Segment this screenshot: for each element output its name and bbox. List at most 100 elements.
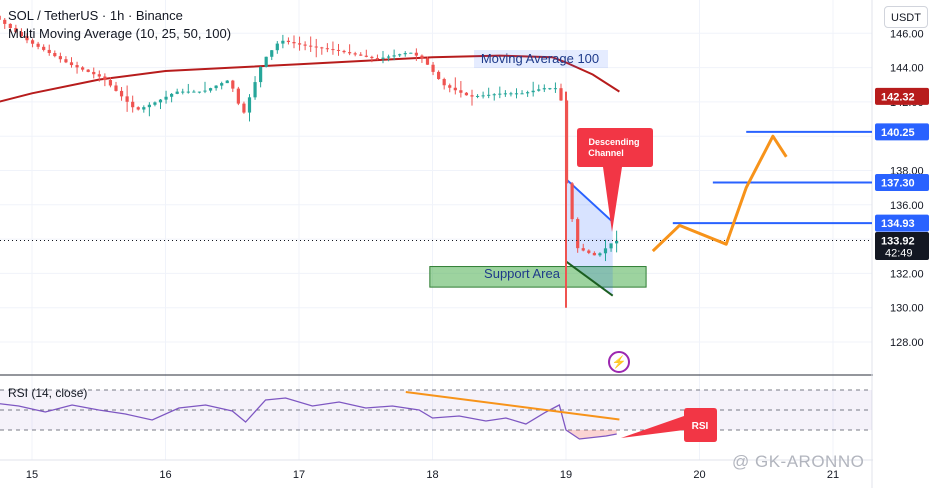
candle-body [64,59,68,63]
candle-body [153,102,157,105]
candle-body [203,90,207,92]
candle-body [509,93,513,95]
candle-body [364,55,368,57]
candle-body [114,85,118,91]
candle-body [603,248,608,254]
channel-callout-text: Descending [588,137,639,147]
time-tick-label: 17 [293,469,305,481]
candle-body [320,47,324,49]
price-tick-label: 130.00 [890,303,924,315]
price-label-text: 133.92 [881,235,915,247]
candle-body [247,97,252,113]
price-label-tag [875,214,929,232]
rsi-legend[interactable]: RSI (14, close) [8,386,88,400]
candle-body [514,93,519,95]
candle-body [537,89,541,91]
candle-body [181,91,185,93]
candle-body [442,79,446,86]
candle-body [325,48,329,50]
candle-body [403,53,407,55]
candle-body [420,55,424,59]
candle-body [331,49,335,51]
candle-body [108,80,113,86]
candle-body [286,40,291,43]
price-tick-label: 144.00 [890,63,924,75]
support-area-box [429,266,647,288]
candle-body [475,95,480,97]
candle-body [542,88,546,90]
price-label-text: 140.25 [881,127,915,139]
price-tick-label: 136.00 [890,200,924,212]
candle-body [314,46,318,48]
time-tick-label: 21 [827,469,839,481]
candle-body [214,85,218,89]
candle-body [75,65,79,68]
candle-body [398,54,402,56]
annotations: Moving Average 100 Support Area Descending… [474,50,717,442]
candle-body [492,94,496,96]
time-tick-label: 15 [26,469,38,481]
time-tick-label: 20 [693,469,705,481]
time-axis[interactable]: 15 16 17 18 19 20 21 [26,469,839,481]
price-label-tag [875,231,929,260]
candle-body [164,96,168,100]
candle-body [81,67,85,70]
candle-body [576,219,580,249]
candle-body [231,80,235,89]
descending-channel [565,178,614,297]
candle-body [464,92,469,96]
candle-body [264,56,268,67]
countdown-label: 42:49 [885,247,913,259]
candle-body [42,46,46,50]
support-area [429,266,647,288]
price-tick-label: 146.00 [890,28,924,40]
candle-body [425,58,430,65]
candle-body [197,91,202,93]
candles [0,15,872,308]
ma100-annotation: Moving Average 100 [481,51,599,66]
candle-body [448,85,452,88]
candle-body [186,91,190,93]
currency-button[interactable]: USDT [884,6,928,28]
candle-body [86,69,90,72]
candle-body [353,53,357,55]
candle-body [170,93,174,97]
candle-body [142,107,146,110]
lightning-icon[interactable]: ⚡ [608,351,630,373]
time-tick-label: 18 [426,469,438,481]
candle-body [19,32,24,37]
candle-body [225,80,229,84]
candle-body [615,240,619,244]
support-area-label: Support Area [484,266,561,281]
candle-body [348,52,352,54]
candle-body [53,53,57,57]
price-label-tag [875,87,929,105]
candle-body [92,71,96,75]
price-axis[interactable]: 146.00144.00142.00140.00138.00136.00134.… [873,0,933,488]
candle-body [147,104,151,108]
candle-body [470,95,474,97]
candle-body [25,36,29,41]
candle-body [0,15,1,20]
rsi-oversold-fill [566,430,617,439]
time-tick-label: 16 [159,469,171,481]
projection-line [651,134,788,253]
candle-body [136,107,140,110]
candle-body [587,250,591,253]
candle-body [359,54,363,56]
target-levels [672,130,872,225]
candle-body [553,88,558,90]
channel-callout-text: Channel [588,148,624,158]
indicator-legend[interactable]: Multi Moving Average (10, 25, 50, 100) [8,26,232,41]
candle-body [3,19,7,24]
candle-body [581,248,585,251]
candle-body [453,87,457,91]
candle-body [414,52,418,56]
symbol-title[interactable]: SOL / TetherUS · 1h · Binance [8,8,183,23]
candle-body [481,95,485,97]
candle-body [526,92,530,94]
candle-body [30,40,35,44]
candle-body [220,83,224,86]
channel-lower-line [565,260,614,297]
